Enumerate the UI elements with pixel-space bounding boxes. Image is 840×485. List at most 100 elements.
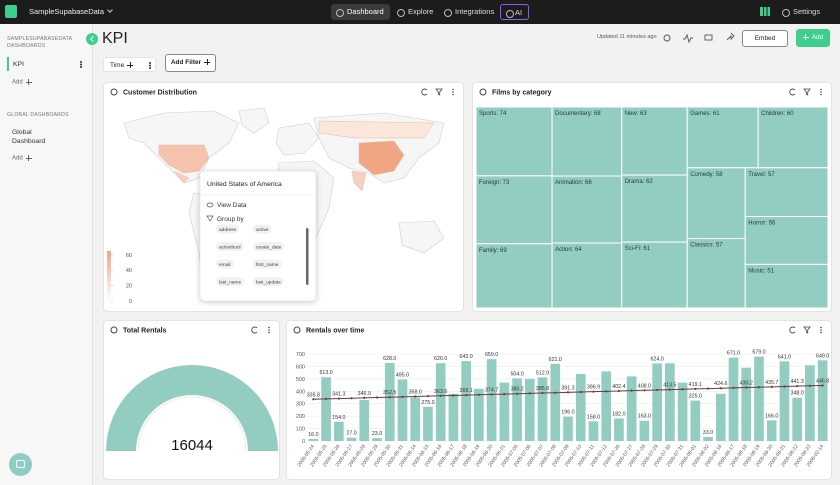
bar[interactable] <box>512 378 522 441</box>
bar[interactable] <box>817 360 828 441</box>
treemap-cell[interactable] <box>475 243 553 309</box>
bar[interactable] <box>690 400 701 441</box>
more-icon[interactable] <box>149 62 151 64</box>
bar[interactable] <box>614 418 624 441</box>
bar[interactable] <box>588 421 599 441</box>
bar[interactable] <box>601 371 612 441</box>
bar[interactable] <box>550 363 561 441</box>
filter-icon[interactable] <box>803 88 811 96</box>
nav-ai[interactable]: AI <box>500 4 530 20</box>
field-chip[interactable] <box>216 259 234 269</box>
field-chip[interactable] <box>216 242 244 251</box>
refresh-icon[interactable] <box>251 326 258 334</box>
field-chip[interactable] <box>253 259 282 269</box>
more-icon[interactable] <box>820 331 822 334</box>
field-chip[interactable] <box>253 242 285 251</box>
bar[interactable] <box>792 397 803 441</box>
more-icon[interactable] <box>80 61 82 63</box>
field-chip[interactable] <box>216 224 240 234</box>
bar[interactable] <box>537 377 548 441</box>
embed-icon[interactable] <box>704 34 713 41</box>
bar[interactable] <box>321 377 331 441</box>
bar[interactable] <box>461 361 471 441</box>
more-icon[interactable] <box>820 326 822 329</box>
more-icon[interactable] <box>268 331 270 334</box>
treemap-cell[interactable] <box>744 216 829 265</box>
more-icon[interactable] <box>820 93 822 96</box>
nav-integrations[interactable]: Integrations <box>439 4 500 20</box>
field-chip-label[interactable]: last_update <box>256 280 281 286</box>
tooltip-action[interactable]: View Data <box>217 202 247 209</box>
field-chip-label[interactable]: active <box>256 227 269 233</box>
settings[interactable]: Settings <box>777 4 826 20</box>
add-dashboard[interactable]: Add <box>12 79 32 86</box>
bar[interactable] <box>397 379 408 441</box>
field-chip-label[interactable]: create_date <box>256 245 282 251</box>
bar[interactable] <box>741 367 752 441</box>
more-icon[interactable] <box>820 88 822 91</box>
dashboard-item[interactable]: Global Dashboard <box>12 129 46 145</box>
bar[interactable] <box>474 388 484 441</box>
bar[interactable] <box>665 363 675 441</box>
bar[interactable] <box>346 437 357 441</box>
more-icon[interactable] <box>452 91 454 93</box>
field-chip[interactable] <box>253 277 284 286</box>
treemap-cell[interactable] <box>621 241 688 309</box>
bar[interactable] <box>435 363 446 441</box>
bar[interactable] <box>805 365 815 441</box>
treemap-cell[interactable] <box>621 106 688 176</box>
country[interactable] <box>351 170 367 192</box>
field-chip-label[interactable]: activebool <box>219 245 241 251</box>
filter-icon[interactable] <box>803 326 811 334</box>
refresh-icon[interactable] <box>789 88 796 96</box>
tooltip-action[interactable]: Group by <box>217 216 244 223</box>
refresh-icon[interactable] <box>663 34 671 42</box>
nav-dashboard[interactable]: Dashboard <box>331 4 390 20</box>
add-dashboard[interactable]: Add <box>12 155 32 162</box>
more-icon[interactable] <box>820 91 822 93</box>
treemap-cell[interactable] <box>475 106 553 177</box>
bar[interactable] <box>410 397 421 442</box>
bar[interactable] <box>359 399 370 441</box>
bar[interactable] <box>308 439 319 441</box>
bar[interactable] <box>626 376 637 441</box>
bar[interactable] <box>652 363 662 441</box>
bar[interactable] <box>766 420 777 441</box>
usage-icon[interactable] <box>760 7 770 16</box>
country[interactable] <box>173 170 190 184</box>
treemap-cell[interactable] <box>757 106 829 169</box>
bar[interactable] <box>486 359 497 441</box>
chat-button[interactable] <box>9 453 32 476</box>
treemap-cell[interactable] <box>621 174 688 243</box>
dashboard-item[interactable]: KPI <box>13 61 24 68</box>
more-icon[interactable] <box>268 326 270 329</box>
more-icon[interactable] <box>452 93 454 96</box>
bar[interactable] <box>423 406 433 441</box>
bar[interactable] <box>715 393 726 441</box>
country[interactable] <box>158 144 210 174</box>
treemap-cell[interactable] <box>744 167 829 218</box>
back-button[interactable] <box>86 33 98 45</box>
treemap-cell[interactable] <box>551 242 623 309</box>
bar[interactable] <box>639 420 650 441</box>
treemap-cell[interactable] <box>551 106 623 177</box>
field-chip[interactable] <box>253 224 272 234</box>
treemap-cell[interactable] <box>475 175 553 245</box>
bar[interactable] <box>754 356 764 441</box>
activity-icon[interactable] <box>683 33 693 44</box>
field-chip-label[interactable]: last_name <box>219 280 241 286</box>
bar[interactable] <box>499 382 510 441</box>
country[interactable] <box>318 120 435 139</box>
bar[interactable] <box>333 421 344 441</box>
nav-explore[interactable]: Explore <box>392 4 439 20</box>
treemap-cell[interactable] <box>744 263 829 309</box>
field-chip[interactable] <box>216 277 245 286</box>
bar[interactable] <box>384 362 395 441</box>
embed-button[interactable]: Embed <box>742 30 788 47</box>
field-chip-label[interactable]: address <box>219 227 237 233</box>
more-icon[interactable] <box>820 329 822 331</box>
more-icon[interactable] <box>452 88 454 91</box>
add-filter-button[interactable]: Add Filter <box>165 54 216 72</box>
treemap-cell[interactable] <box>686 238 746 309</box>
add-button[interactable]: Add <box>796 29 830 47</box>
